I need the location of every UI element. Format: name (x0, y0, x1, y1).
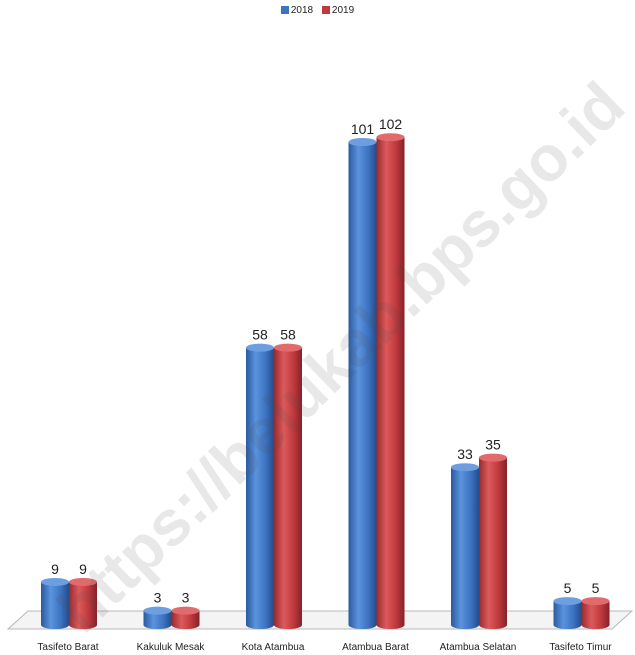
value-label-2019-kakuluk-mesak: 3 (182, 590, 190, 606)
category-label-tasifeto-timur: Tasifeto Timur (549, 642, 612, 653)
bar-body (581, 601, 610, 629)
legend-item-2019: 2019 (321, 5, 355, 16)
legend-swatch-2019 (321, 6, 330, 14)
bar-body (376, 137, 405, 629)
bar-body (143, 610, 172, 629)
legend-label-2018: 2018 (290, 5, 314, 16)
bar-body (171, 610, 200, 629)
value-label-2019-kota-atambua: 58 (280, 327, 296, 343)
value-label-2019-tasifeto-barat: 9 (79, 561, 87, 577)
legend-swatch-2018 (280, 6, 289, 14)
bar-body (69, 581, 97, 629)
bar-2019-tasifeto-timur (581, 597, 610, 629)
bar-body (553, 601, 582, 629)
bar-body (274, 347, 302, 629)
bar-2018-atambua-barat (348, 138, 377, 629)
bar-2018-tasifeto-timur (553, 597, 582, 629)
value-label-2019-atambua-barat: 102 (379, 116, 403, 132)
bar-2018-kakuluk-mesak (143, 606, 172, 629)
value-label-2019-tasifeto-timur: 5 (592, 580, 600, 596)
legend-label-2019: 2019 (331, 5, 355, 16)
bars-group (41, 133, 610, 629)
bar-body (479, 457, 507, 629)
value-label-2018-tasifeto-barat: 9 (51, 561, 59, 577)
bar-2018-tasifeto-barat (41, 577, 69, 629)
bar-2019-atambua-barat (376, 133, 405, 629)
bar-top (246, 343, 274, 352)
legend-item-2018: 2018 (280, 5, 314, 16)
category-label-atambua-barat: Atambua Barat (342, 642, 409, 653)
category-label-tasifeto-barat: Tasifeto Barat (37, 642, 98, 653)
bar-2018-kota-atambua (246, 343, 274, 629)
value-label-2018-atambua-selatan: 33 (457, 446, 473, 462)
bar-2018-atambua-selatan (451, 463, 479, 629)
legend: 2018 2019 (0, 5, 635, 16)
value-label-2018-kota-atambua: 58 (252, 327, 268, 343)
bar-top (376, 133, 405, 142)
category-label-kota-atambua: Kota Atambua (242, 642, 305, 653)
bar-body (246, 347, 274, 629)
bar-body (348, 142, 377, 629)
bar-top (479, 453, 507, 462)
chart-floor (6, 610, 634, 630)
bar-top (171, 606, 200, 615)
category-label-atambua-selatan: Atambua Selatan (440, 642, 517, 653)
value-label-2018-tasifeto-timur: 5 (564, 580, 572, 596)
bar-2019-kakuluk-mesak (171, 606, 200, 629)
value-label-2019-atambua-selatan: 35 (485, 437, 501, 453)
bar-2019-kota-atambua (274, 343, 302, 629)
floor-plane (6, 610, 634, 630)
bar-top (41, 577, 69, 586)
bar-body (41, 581, 69, 629)
bar-top (143, 606, 172, 615)
bar-2019-tasifeto-barat (69, 577, 97, 629)
bar-top (348, 138, 377, 146)
bar-body (451, 467, 479, 629)
bar-top (553, 597, 582, 606)
category-label-kakuluk-mesak: Kakuluk Mesak (137, 642, 206, 653)
bar-top (451, 463, 479, 472)
bar-top (581, 597, 610, 606)
bar-top (274, 343, 302, 352)
value-label-2018-atambua-barat: 101 (351, 121, 375, 137)
value-label-2018-kakuluk-mesak: 3 (154, 590, 162, 606)
bar-top (69, 577, 97, 586)
bar-2019-atambua-selatan (479, 453, 507, 629)
